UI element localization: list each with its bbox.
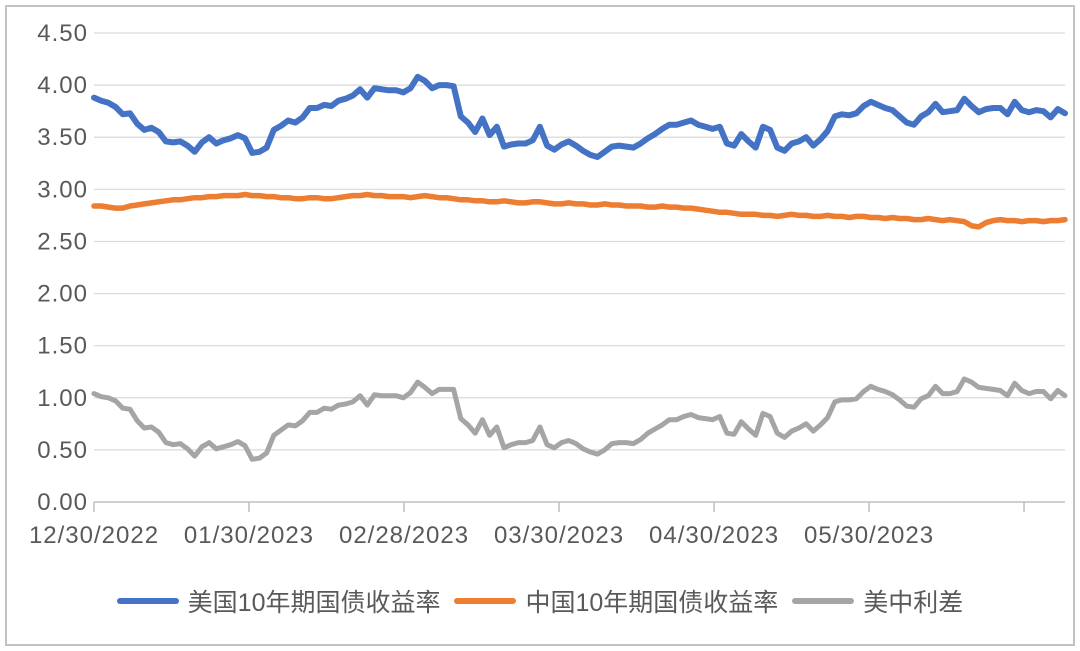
- legend-item-china-10y-yield: 中国10年期国债收益率: [454, 583, 778, 619]
- legend-item-us-10y-yield: 美国10年期国债收益率: [116, 583, 441, 619]
- x-axis-label: 12/30/2022: [29, 522, 159, 549]
- y-axis-tick-label: 0.00: [37, 489, 88, 516]
- x-axis-label: 02/28/2023: [339, 522, 469, 549]
- x-axis-label: 05/30/2023: [804, 522, 934, 549]
- y-axis-tick-label: 0.50: [37, 437, 88, 464]
- legend-swatch-china-10y-yield: [454, 598, 517, 604]
- y-axis-tick-label: 4.50: [37, 20, 88, 47]
- legend-label-us-china-spread: 美中利差: [863, 589, 964, 617]
- legend-label-china-10y-yield: 中国10年期国债收益率: [525, 589, 779, 617]
- legend-swatch-us-china-spread: [792, 598, 855, 604]
- x-axis-label: 01/30/2023: [184, 522, 314, 549]
- series-line-0: [91, 73, 1068, 160]
- y-axis-tick-label: 4.00: [37, 72, 88, 99]
- y-axis-tick-label: 1.50: [37, 333, 88, 360]
- legend-item-us-china-spread: 美中利差: [792, 583, 963, 619]
- y-axis-tick-label: 1.00: [37, 385, 88, 412]
- legend-swatch-us-10y-yield: [116, 598, 179, 604]
- y-axis-tick-label: 3.50: [37, 124, 88, 151]
- series-line-2: [91, 376, 1068, 462]
- chart-legend: 美国10年期国债收益率 中国10年期国债收益率 美中利差: [0, 584, 1080, 618]
- series-line-1: [91, 191, 1068, 230]
- y-axis-tick-label: 2.50: [37, 228, 88, 255]
- x-axis-label: 04/30/2023: [649, 522, 779, 549]
- y-axis-tick-label: 3.00: [37, 176, 88, 203]
- y-axis-tick-label: 2.00: [37, 281, 88, 308]
- x-axis-label: 03/30/2023: [494, 522, 624, 549]
- legend-label-us-10y-yield: 美国10年期国债收益率: [187, 589, 441, 617]
